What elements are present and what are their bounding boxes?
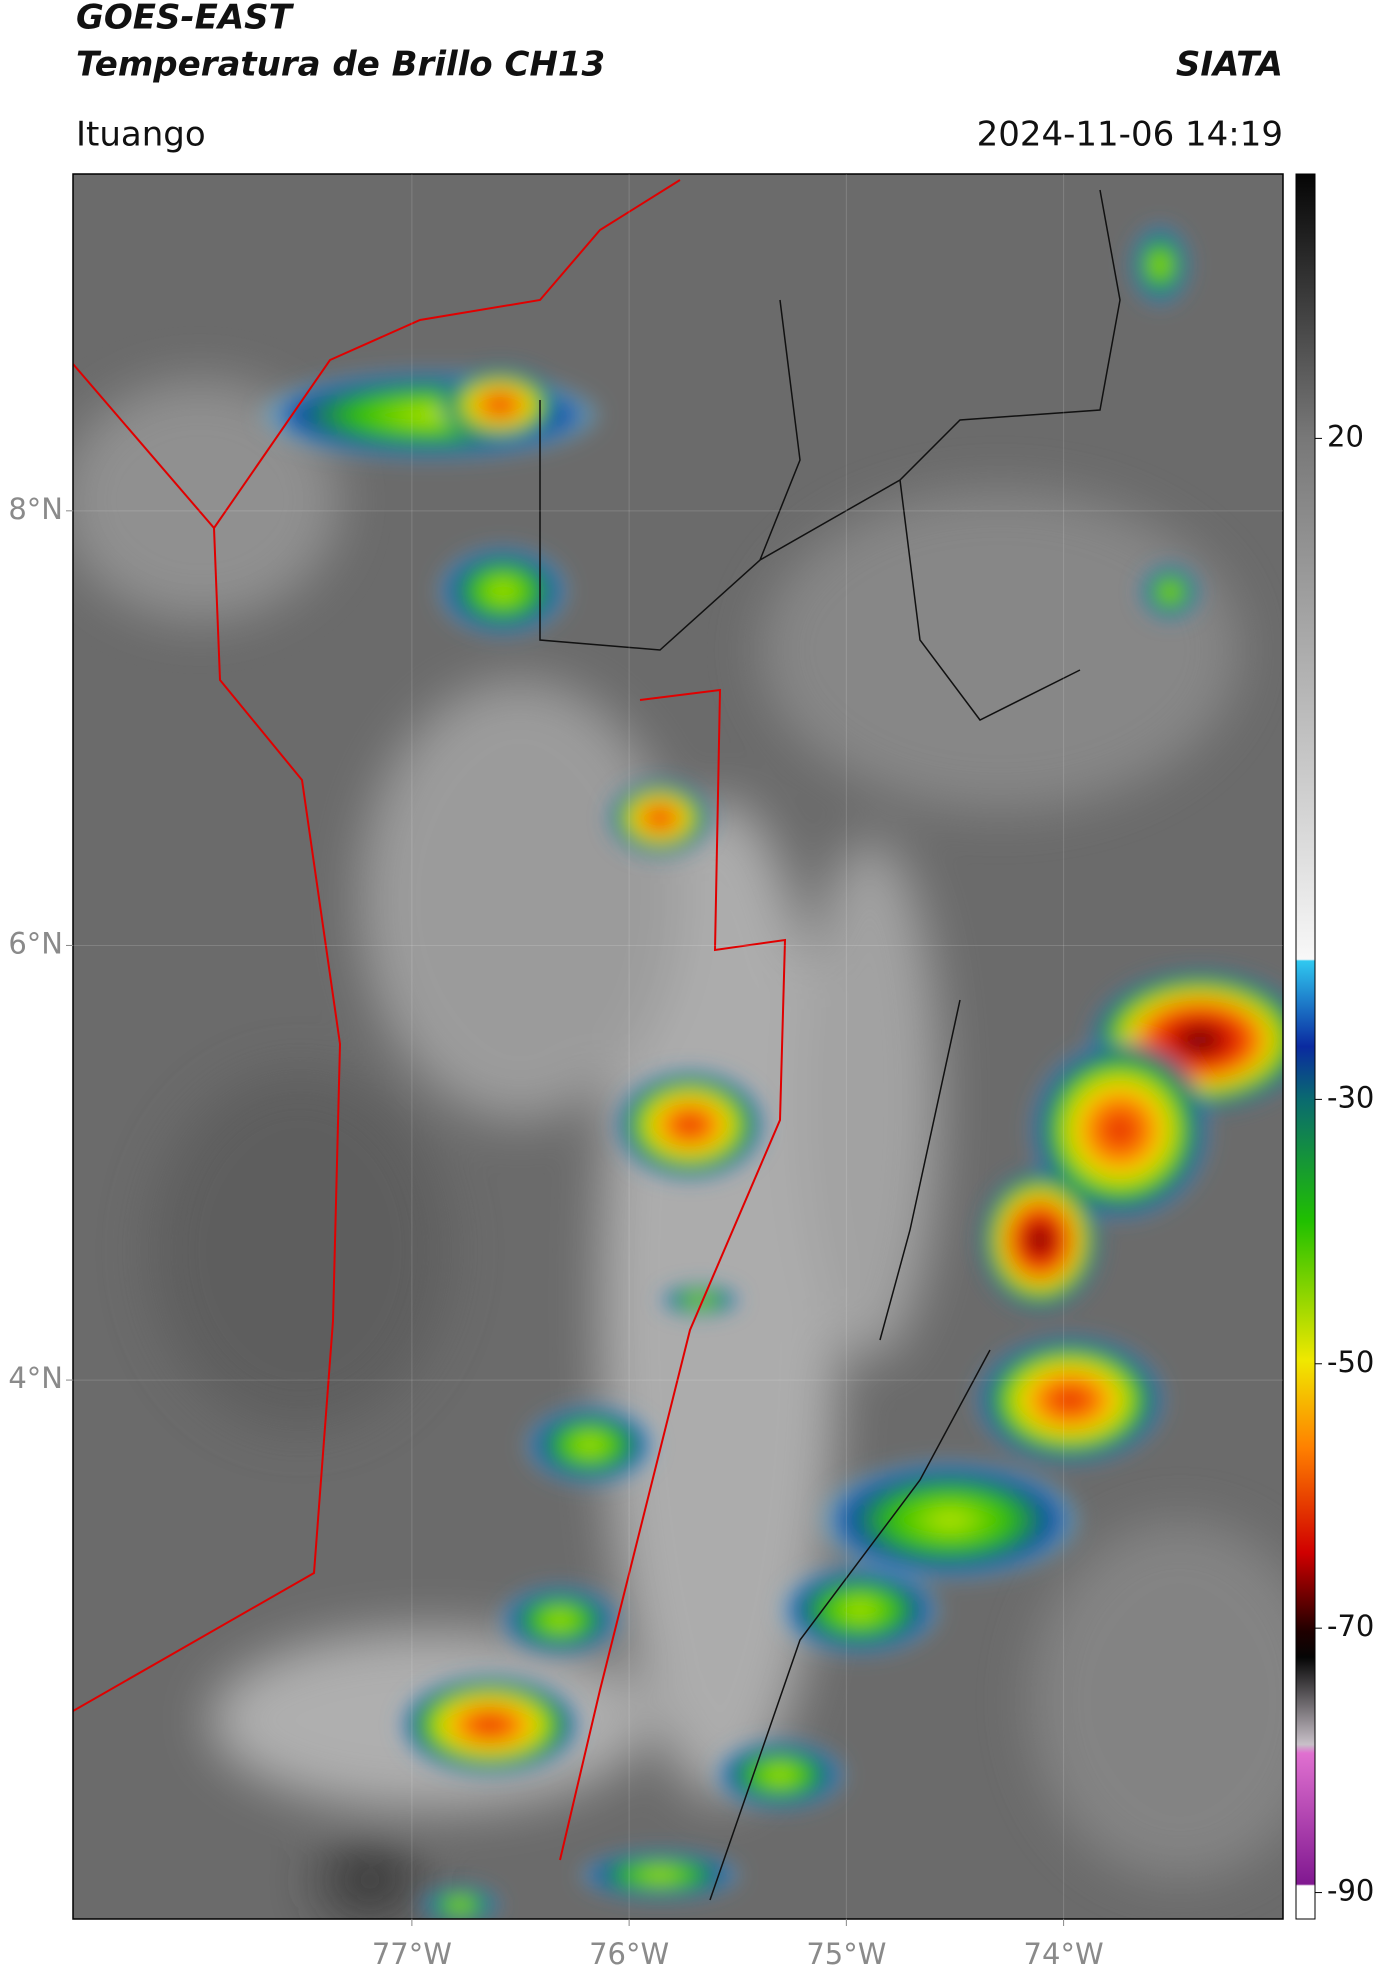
y-tick-label: 8°N: [8, 492, 63, 526]
colorbar-tick-label: -50: [1327, 1345, 1374, 1379]
colorbar-tick-label: -70: [1327, 1609, 1374, 1643]
x-tick-label: 77°W: [372, 1937, 452, 1971]
colorbar: [1295, 173, 1316, 1920]
datetime: 2024-11-06 14:19: [977, 115, 1283, 155]
colorbar-tick-label: -90: [1327, 1874, 1374, 1908]
title: GOES-EAST: [76, 0, 295, 38]
x-tick-label: 74°W: [1024, 1937, 1104, 1971]
colorbar-tick-label: -30: [1327, 1080, 1374, 1114]
y-tick-label: 6°N: [8, 926, 63, 960]
satellite-image: [73, 174, 1283, 1919]
x-tick-label: 76°W: [589, 1937, 669, 1971]
colorbar-tick-label: 20: [1327, 419, 1364, 453]
x-tick-label: 75°W: [806, 1937, 886, 1971]
y-tick-label: 4°N: [8, 1361, 63, 1395]
subtitle: Temperatura de Brillo CH13: [76, 45, 605, 85]
map-frame: [72, 173, 1284, 1920]
source: SIATA: [1176, 45, 1283, 85]
location: Ituango: [76, 115, 206, 155]
